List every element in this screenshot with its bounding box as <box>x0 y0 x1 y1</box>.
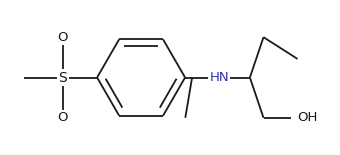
Text: HN: HN <box>209 71 229 84</box>
Text: S: S <box>58 71 67 84</box>
Text: O: O <box>58 111 68 124</box>
Text: O: O <box>58 31 68 44</box>
Text: OH: OH <box>298 111 318 124</box>
